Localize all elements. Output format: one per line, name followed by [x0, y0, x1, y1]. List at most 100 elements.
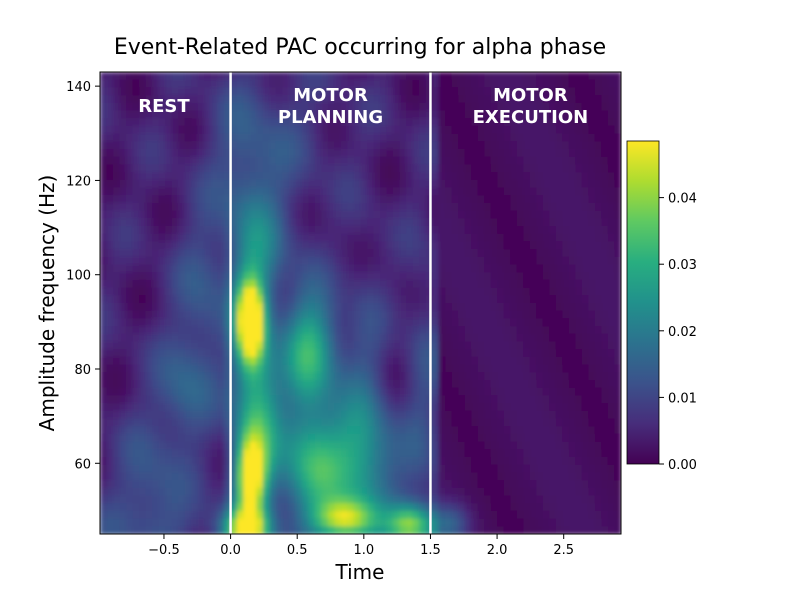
heatmap-cell [380, 503, 388, 512]
heatmap-cell [256, 179, 264, 189]
heatmap-cell [197, 457, 205, 466]
heatmap-cell [327, 487, 336, 497]
heatmap-cell [204, 510, 212, 520]
heatmap-cell [184, 333, 192, 343]
heatmap-cell [464, 510, 472, 520]
heatmap-cell [549, 410, 557, 420]
heatmap-cell [223, 264, 231, 273]
heatmap-cell [217, 487, 225, 497]
heatmap-cell [380, 372, 388, 381]
heatmap-cell [282, 295, 290, 304]
heatmap-cell [308, 410, 316, 420]
heatmap-cell [353, 210, 362, 219]
heatmap-cell [145, 333, 153, 343]
heatmap-cell [438, 426, 446, 435]
heatmap-cell [549, 518, 557, 527]
heatmap-cell [464, 418, 472, 427]
heatmap-cell [158, 72, 166, 81]
heatmap-cell [380, 487, 388, 497]
heatmap-cell [262, 210, 270, 219]
heatmap-cell [601, 179, 609, 189]
heatmap-cell [321, 526, 329, 534]
heatmap-cell [536, 426, 544, 435]
heatmap-cell [614, 349, 621, 358]
heatmap-cell [393, 264, 401, 273]
heatmap-cell [425, 172, 433, 181]
heatmap-cell [542, 372, 550, 381]
heatmap-cell [562, 303, 570, 312]
heatmap-cell [347, 418, 355, 427]
heatmap-cell [204, 249, 212, 258]
heatmap-cell [113, 364, 121, 373]
heatmap-cell [347, 503, 355, 512]
heatmap-cell [321, 256, 329, 266]
heatmap-cell [432, 110, 440, 119]
heatmap-cell [490, 464, 498, 473]
heatmap-cell [282, 449, 290, 458]
heatmap-cell [288, 457, 296, 466]
heatmap-cell [607, 464, 616, 473]
heatmap-cell [360, 495, 368, 504]
heatmap-cell [230, 303, 238, 312]
heatmap-cell [568, 125, 577, 135]
heatmap-cell [393, 141, 401, 150]
heatmap-cell [178, 195, 186, 204]
heatmap-cell [594, 195, 603, 204]
heatmap-cell [477, 187, 485, 196]
heatmap-cell [191, 503, 199, 512]
heatmap-cell [529, 264, 537, 273]
heatmap-cell [210, 364, 218, 373]
heatmap-cell [412, 72, 420, 81]
heatmap-cell [340, 241, 349, 250]
heatmap-cell [106, 172, 114, 181]
heatmap-cell [503, 233, 511, 242]
heatmap-cell [295, 172, 303, 181]
heatmap-cell [373, 226, 381, 235]
heatmap-cell [158, 79, 166, 88]
heatmap-cell [588, 395, 596, 404]
heatmap-cell [497, 310, 505, 319]
heatmap-cell [575, 156, 583, 165]
heatmap-cell [282, 380, 290, 389]
heatmap-cell [386, 279, 394, 289]
heatmap-cell [575, 149, 583, 158]
heatmap-cell [113, 279, 121, 289]
heatmap-cell [575, 364, 583, 373]
heatmap-cell [451, 503, 459, 512]
heatmap-cell [165, 125, 173, 135]
heatmap-cell [412, 226, 420, 235]
heatmap-cell [132, 141, 140, 150]
heatmap-cell [100, 449, 108, 458]
heatmap-cell [243, 72, 251, 81]
heatmap-cell [425, 526, 433, 534]
heatmap-cell [288, 264, 296, 273]
heatmap-cell [477, 387, 485, 396]
heatmap-cell [380, 433, 388, 443]
heatmap-cell [607, 341, 616, 350]
heatmap-cell [308, 195, 316, 204]
heatmap-cell [132, 503, 140, 512]
heatmap-cell [529, 256, 537, 266]
heatmap-cell [178, 72, 186, 81]
heatmap-cell [197, 510, 205, 520]
heatmap-cell [295, 264, 303, 273]
heatmap-cell [438, 487, 446, 497]
heatmap-cell [295, 341, 303, 350]
heatmap-cell [497, 380, 505, 389]
heatmap-cell [230, 487, 238, 497]
heatmap-cell [445, 72, 453, 81]
heatmap-cell [575, 341, 583, 350]
heatmap-cell [126, 295, 134, 304]
heatmap-cell [275, 464, 283, 473]
heatmap-cell [132, 426, 140, 435]
heatmap-cell [152, 118, 160, 127]
heatmap-cell [399, 510, 407, 520]
heatmap-cell [614, 464, 621, 473]
heatmap-cell [321, 149, 329, 158]
heatmap-cell [178, 318, 186, 327]
heatmap-cell [282, 264, 290, 273]
heatmap-cell [119, 102, 127, 112]
heatmap-cell [230, 110, 238, 119]
heatmap-cell [614, 287, 621, 296]
heatmap-cell [165, 179, 173, 189]
